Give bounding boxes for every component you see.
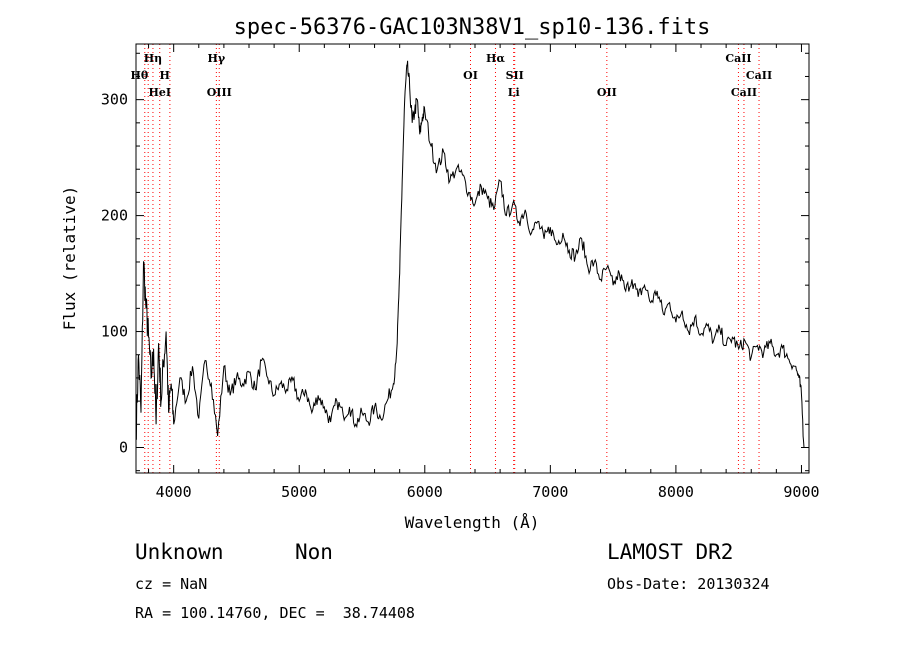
- marker-label: SII: [506, 69, 524, 82]
- marker-label: OI: [463, 69, 478, 82]
- marker-label: Li: [508, 86, 520, 99]
- redshift-text: cz = NaN: [135, 575, 208, 593]
- coordinates-text: RA = 100.14760, DEC = 38.74408: [135, 604, 415, 622]
- marker-label: HeI: [148, 86, 171, 99]
- x-tick-label: 6000: [407, 483, 443, 501]
- marker-label: OII: [597, 86, 617, 99]
- survey-text: LAMOST DR2: [607, 540, 734, 564]
- marker-label: CaII: [725, 52, 751, 65]
- marker-label: H: [159, 69, 169, 82]
- marker-label: OIII: [207, 86, 232, 99]
- marker-lines: [144, 44, 760, 473]
- series-layer: [135, 60, 805, 448]
- x-tick-label: 4000: [156, 483, 192, 501]
- marker-label: Hθ: [130, 69, 148, 82]
- y-tick-label: 300: [101, 91, 128, 109]
- chart-title: spec-56376-GAC103N38V1_sp10-136.fits: [234, 15, 711, 40]
- x-tick-label: 9000: [783, 483, 819, 501]
- y-tick-label: 200: [101, 207, 128, 225]
- y-tick-label: 0: [119, 438, 128, 456]
- x-axis-label: Wavelength (Å): [405, 513, 540, 532]
- spectrum-line: [135, 60, 805, 448]
- marker-label: Hγ: [208, 52, 226, 65]
- y-axis-label: Flux (relative): [60, 186, 79, 331]
- axis-ticks: 4000 5000 6000 7000 8000 9000 0 100 200 300: [101, 44, 820, 501]
- x-tick-label: 7000: [532, 483, 568, 501]
- plot-frame: [135, 43, 810, 474]
- y-tick-label: 100: [101, 323, 128, 341]
- x-tick-label: 8000: [658, 483, 694, 501]
- x-tick-label: 5000: [281, 483, 317, 501]
- subclass-text: Non: [295, 540, 333, 564]
- marker-label: Hη: [144, 52, 162, 65]
- classification-text: Unknown: [135, 540, 224, 564]
- marker-label: Hα: [486, 52, 505, 65]
- marker-label: CaII: [731, 86, 757, 99]
- obs-date-text: Obs-Date: 20130324: [607, 575, 770, 593]
- marker-label: CaII: [746, 69, 772, 82]
